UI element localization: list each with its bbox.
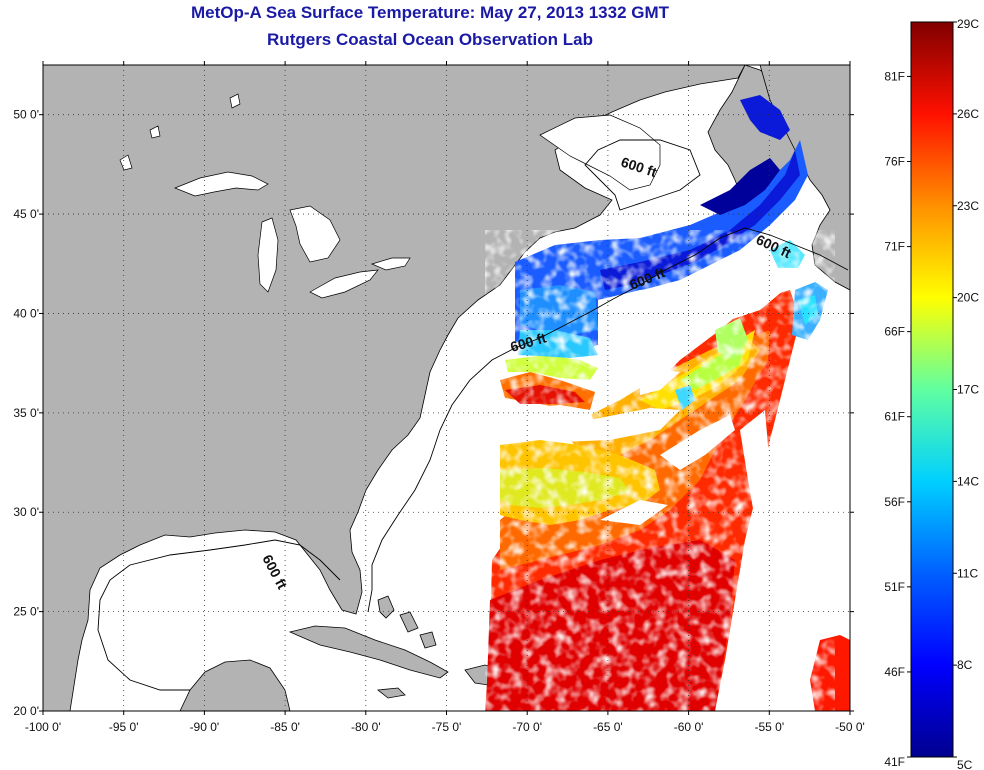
x-tick-label: -95 0' <box>109 720 139 734</box>
latitude-ticks: 50 0' 45 0' 40 0' 35 0' 30 0' 25 0' 20 0' <box>13 108 854 718</box>
y-tick-label: 40 0' <box>13 306 39 320</box>
colorbar-label-c: 5C <box>957 758 973 770</box>
x-tick-label: -85 0' <box>270 720 300 734</box>
bahamas-land <box>377 595 395 619</box>
lake-superior <box>174 171 269 197</box>
colorbar-label-f: 46F <box>884 665 905 679</box>
colorbar-label-f: 61F <box>884 410 905 424</box>
x-tick-label: -100 0' <box>25 720 61 734</box>
st-lawrence-gulf <box>539 114 661 191</box>
x-tick-label: -50 0' <box>835 720 865 734</box>
x-tick-label: -55 0' <box>754 720 784 734</box>
lakes <box>119 93 661 299</box>
y-tick-label: 50 0' <box>13 108 39 122</box>
x-tick-label: -75 0' <box>432 720 462 734</box>
colorbar-label-c: 26C <box>957 107 979 121</box>
y-tick-label: 35 0' <box>13 406 39 420</box>
lake-huron <box>289 205 341 263</box>
colorbar-label-c: 29C <box>957 17 979 31</box>
yucatan-land <box>179 659 291 711</box>
y-tick-label: 20 0' <box>13 704 39 718</box>
map-subtitle: Rutgers Coastal Ocean Observation Lab <box>267 30 593 49</box>
jamaica-land <box>376 687 406 699</box>
lake-michigan <box>257 217 279 293</box>
colorbar-label-f: 76F <box>884 155 905 169</box>
longitude-ticks: -100 0' -95 0' -90 0' -85 0' -80 0' -75 0' -70… <box>25 61 865 734</box>
y-tick-label: 25 0' <box>13 605 39 619</box>
colorbar-label-f: 81F <box>884 69 905 83</box>
lake-ontario <box>370 257 411 271</box>
colorbar-label-c: 20C <box>957 291 979 305</box>
colorbar-label-c: 8C <box>957 658 973 672</box>
isobath-600ft <box>97 139 849 691</box>
map-title: MetOp-A Sea Surface Temperature: May 27,… <box>190 3 670 22</box>
x-tick-label: -70 0' <box>512 720 542 734</box>
y-tick-label: 30 0' <box>13 505 39 519</box>
colorbar-label-f: 71F <box>884 240 905 254</box>
colorbar-label-c: 11C <box>957 566 978 580</box>
north-america-land <box>43 65 746 711</box>
lake-erie <box>309 269 379 299</box>
colorbar-label-f: 51F <box>884 580 905 594</box>
cuba-land <box>288 625 449 679</box>
x-tick-label: -90 0' <box>190 720 220 734</box>
colorbar-fahrenheit-labels: 81F 76F 71F 66F 61F 56F 51F 46F 41F <box>884 69 911 769</box>
colorbar-celsius-labels: 29C 26C 23C 20C 17C 14C 11C 8C 5C <box>953 17 979 770</box>
y-tick-label: 45 0' <box>13 207 39 221</box>
colorbar <box>910 21 954 758</box>
colorbar-label-c: 17C <box>957 383 979 397</box>
colorbar-label-c: 14C <box>957 474 979 488</box>
x-tick-label: -60 0' <box>674 720 704 734</box>
colorbar-label-f: 56F <box>884 495 905 509</box>
colorbar-label-f: 66F <box>884 325 905 339</box>
x-tick-label: -80 0' <box>351 720 381 734</box>
colorbar-label-c: 23C <box>957 199 979 213</box>
colorbar-label-f: 41F <box>884 755 905 769</box>
x-tick-label: -65 0' <box>593 720 623 734</box>
